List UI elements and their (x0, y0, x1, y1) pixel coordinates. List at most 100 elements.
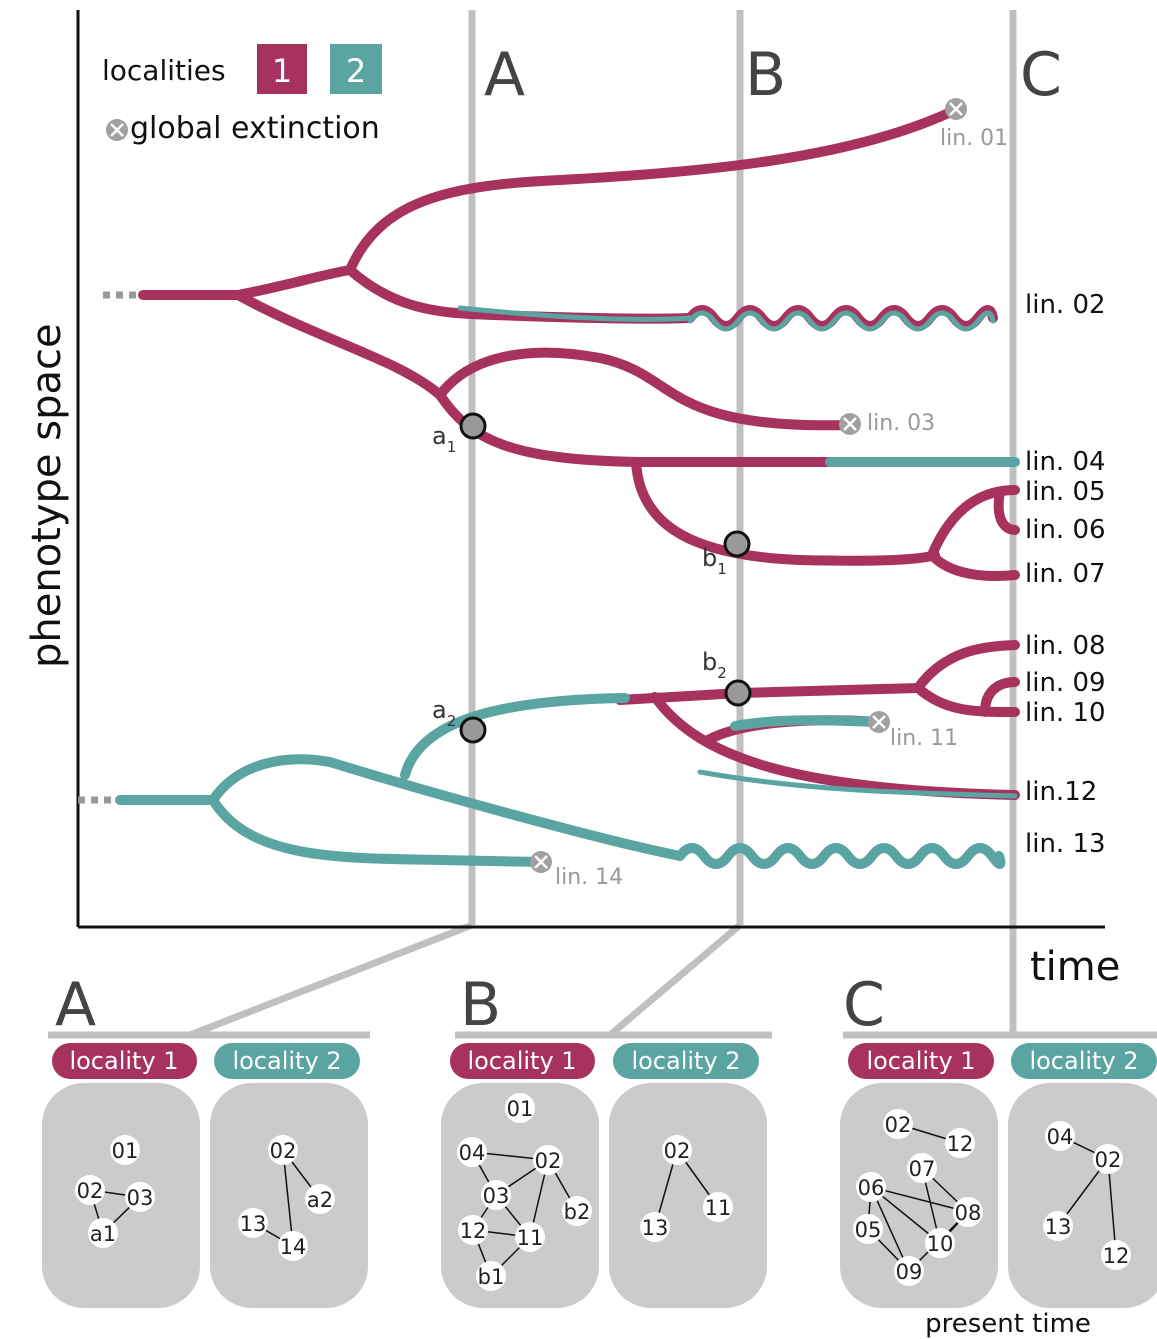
event-a2-label: a2 (432, 696, 456, 730)
panel-a-loc2-pill (214, 1043, 360, 1079)
label-lin04: lin. 04 (1025, 447, 1106, 477)
event-a1-label: a1 (432, 422, 456, 456)
panel-a-title: A (55, 970, 96, 1040)
branch-lin09 (980, 677, 1020, 717)
extinct-lin11-icon (868, 711, 890, 733)
event-a1 (459, 412, 487, 440)
branch-lin07 (927, 550, 1020, 581)
extinction-markers (530, 98, 967, 873)
extinct-lin01-icon (945, 98, 967, 120)
node-c-loc1-08: 08 (953, 1197, 983, 1227)
extinct-lin14-icon (530, 851, 552, 873)
label-lin03: lin. 03 (867, 411, 935, 436)
svg-text:a2: a2 (307, 1188, 333, 1212)
panel-c-loc1-label: locality 1 (866, 1047, 975, 1075)
panel-b-loc1-label: locality 1 (467, 1047, 576, 1075)
node-b-loc1-01: 01 (505, 1093, 535, 1123)
svg-text:02: 02 (1095, 1148, 1122, 1172)
legend-localities-label: localities (102, 54, 226, 87)
svg-text:03: 03 (483, 1184, 510, 1208)
branch-lin10 (913, 683, 1020, 717)
label-lin11: lin. 11 (890, 726, 958, 751)
event-b2 (724, 679, 752, 707)
origin-dots (78, 291, 143, 804)
svg-text:11: 11 (517, 1226, 544, 1250)
branch-lin05 (927, 485, 1020, 560)
svg-text:09: 09 (896, 1260, 923, 1284)
branch-lin08 (913, 640, 1020, 693)
lineage-labels: lin. 01 lin. 02 lin. 03 lin. 04 lin. 05 … (555, 126, 1106, 890)
branch-lin03 (435, 347, 855, 431)
panel-a-loc2-label: locality 2 (232, 1047, 341, 1075)
panel-b-title: B (460, 970, 501, 1040)
branch-lin14 (208, 795, 545, 867)
legend: localities 1 2 global extinction (102, 44, 382, 146)
node-c-loc2-02: 02 (1093, 1144, 1123, 1174)
event-a2 (459, 716, 487, 744)
svg-text:b1: b1 (478, 1265, 505, 1289)
branch-lin02-teal-start (457, 305, 693, 322)
svg-text:13: 13 (240, 1212, 267, 1236)
slice-label-b: B (745, 40, 786, 110)
panel-c-loc2-label: locality 2 (1029, 1047, 1138, 1075)
panel-c-loc2-pill (1011, 1043, 1157, 1079)
y-axis-label: phenotype space (24, 323, 70, 668)
svg-text:14: 14 (280, 1235, 307, 1259)
node-c-loc1-02: 02 (883, 1109, 913, 1139)
panel-a-loc1-label: locality 1 (69, 1047, 178, 1075)
node-b-loc1-02: 02 (533, 1145, 563, 1175)
node-c-loc2-04: 04 (1045, 1121, 1075, 1151)
event-b1 (723, 530, 751, 558)
svg-text:08: 08 (955, 1201, 982, 1225)
clade-locality1 (138, 105, 1020, 800)
label-lin09: lin. 09 (1025, 668, 1106, 698)
svg-text:a1: a1 (90, 1222, 116, 1246)
branch-lin11-teal (730, 715, 883, 731)
connector-b (607, 922, 743, 1038)
node-b-loc1-03: 03 (481, 1180, 511, 1210)
label-lin06: lin. 06 (1025, 515, 1106, 545)
node-b-loc1-11: 11 (515, 1222, 545, 1252)
event-b1-label: b1 (702, 544, 727, 578)
svg-text:13: 13 (1045, 1215, 1072, 1239)
connector-a (188, 921, 474, 1039)
svg-text:10: 10 (927, 1232, 954, 1256)
footer-present-time: present time (925, 1309, 1091, 1339)
label-lin12: lin.12 (1025, 777, 1097, 807)
node-b-loc1-b2: b2 (562, 1196, 592, 1226)
node-a-loc1-02: 02 (75, 1175, 105, 1205)
label-lin14: lin. 14 (555, 865, 623, 890)
label-lin10: lin. 10 (1025, 698, 1106, 728)
svg-text:02: 02 (77, 1179, 104, 1203)
panel-b-loc1-box (441, 1083, 599, 1308)
svg-text:02: 02 (664, 1139, 691, 1163)
svg-text:12: 12 (460, 1219, 487, 1243)
svg-text:02: 02 (535, 1149, 562, 1173)
node-c-loc1-10: 10 (925, 1228, 955, 1258)
branch-lin13-start (325, 757, 685, 861)
svg-text:05: 05 (855, 1218, 882, 1242)
svg-text:01: 01 (112, 1139, 139, 1163)
panel-a-loc1-box (42, 1083, 200, 1308)
branch-b2 (615, 683, 923, 705)
panel-a-loc1-pill (52, 1043, 197, 1079)
node-c-loc1-12: 12 (945, 1128, 975, 1158)
legend-loc2-swatch (330, 44, 382, 94)
label-lin02: lin. 02 (1025, 290, 1106, 320)
slice-label-c: C (1020, 40, 1062, 110)
panel-b-loc2-label: locality 2 (631, 1047, 740, 1075)
node-c-loc2-13: 13 (1043, 1211, 1073, 1241)
branch-upper (233, 265, 355, 300)
node-c-loc1-09: 09 (894, 1256, 924, 1286)
node-a-loc2-14: 14 (278, 1231, 308, 1261)
svg-text:03: 03 (127, 1186, 154, 1210)
branch-lower (233, 290, 445, 400)
node-b-loc2-13: 13 (640, 1212, 670, 1242)
node-a-loc2-a2: a2 (305, 1184, 335, 1214)
svg-text:04: 04 (1047, 1125, 1074, 1149)
branch-upper-2 (208, 754, 335, 805)
label-lin01: lin. 01 (940, 126, 1008, 151)
svg-text:04: 04 (459, 1141, 486, 1165)
network-nodes: 01 02 03 a1 02 a2 13 14 01 04 02 03 b2 1… (75, 1093, 1131, 1291)
